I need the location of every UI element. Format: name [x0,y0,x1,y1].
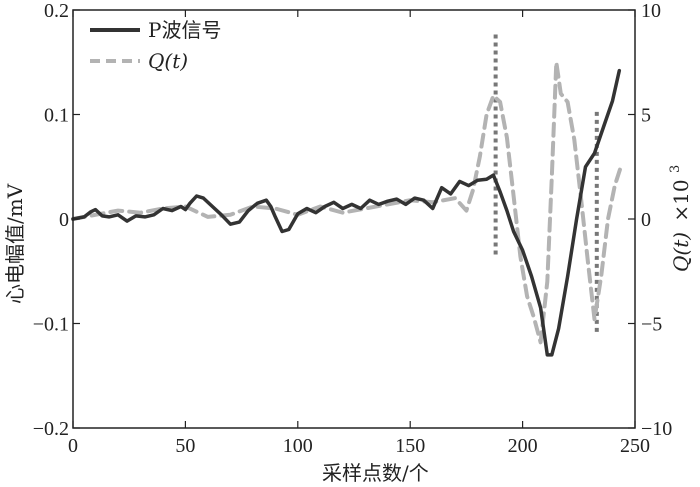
x-tick-label: 150 [395,435,425,457]
y-right-tick-label: 10 [641,0,661,22]
series-layer [71,60,624,357]
y-left-tick-label: 0.1 [44,105,69,127]
y-axis-label-right-exp: 3 [668,165,683,173]
y-right-tick-label: −10 [641,418,672,440]
tick-labels: 0 50 100 150 200 250 −0.2 −0.1 0 0.1 0.2 −10 −5 0 5 10 [33,0,673,457]
legend: P波信号 Q(t) [90,18,221,73]
x-tick-label: 100 [283,435,313,457]
y-left-tick-label: 0.2 [44,0,69,22]
y-left-tick-label: −0.2 [33,418,69,440]
x-tick-label: 50 [175,435,195,457]
ticks-layer [72,9,636,429]
y-axis-label-left: 心电幅值/mV [3,183,27,304]
legend-label-p-wave: P波信号 [148,18,221,42]
x-tick-label: 0 [68,435,78,457]
y-axis-label-right-main: Q(t) [669,232,693,272]
y-left-tick-label: 0 [59,209,69,231]
y-right-tick-label: 5 [641,105,651,127]
y-right-tick-label: 0 [641,209,651,231]
x-axis-label: 采样点数/个 [322,461,429,485]
y-axis-label-right-suffix: ×10 [669,179,693,221]
y-axis-label-right: Q(t) ×10 3 [668,165,693,272]
legend-label-q: Q(t) [148,49,188,73]
series-q-line [71,60,624,345]
y-right-tick-label: −5 [641,314,662,336]
series-p-wave-line [71,68,622,357]
x-tick-label: 200 [508,435,538,457]
x-tick-label: 250 [620,435,650,457]
y-left-tick-label: −0.1 [33,314,69,336]
